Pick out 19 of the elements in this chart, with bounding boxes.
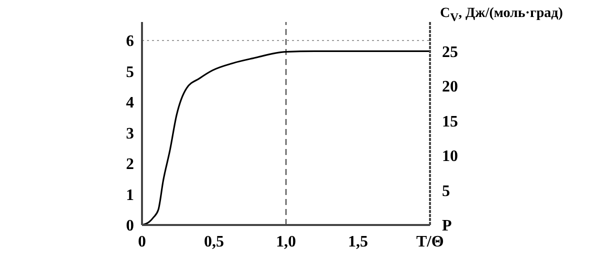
x-tick-label: 0 [138, 233, 146, 250]
y-tick-label: 4 [126, 94, 134, 112]
y-tick-label: 6 [126, 33, 134, 50]
x-tick-label: 0,5 [204, 233, 224, 250]
y2-tick-label: 10 [442, 148, 458, 166]
x-tick-label: 1,0 [276, 233, 296, 250]
y2-tick-label: 20 [442, 78, 458, 96]
y-tick-label: 3 [126, 125, 134, 142]
y-tick-label: 2 [126, 156, 134, 174]
y2-tick-label: 5 [442, 182, 450, 200]
y2-tick-label: P [442, 218, 452, 235]
y-tick-label: 5 [126, 64, 134, 81]
y2-tick-label: 15 [442, 113, 458, 130]
y2-axis-title: C$_{V}$, Дж/(моль·град) [440, 6, 563, 24]
y-tick-label: 1 [126, 186, 134, 204]
y2-tick-label: 25 [442, 44, 458, 61]
y-tick-label: 0 [126, 218, 134, 235]
x-tick-label: 1,5 [348, 233, 368, 250]
x-tick-label: T/Θ [416, 233, 444, 250]
